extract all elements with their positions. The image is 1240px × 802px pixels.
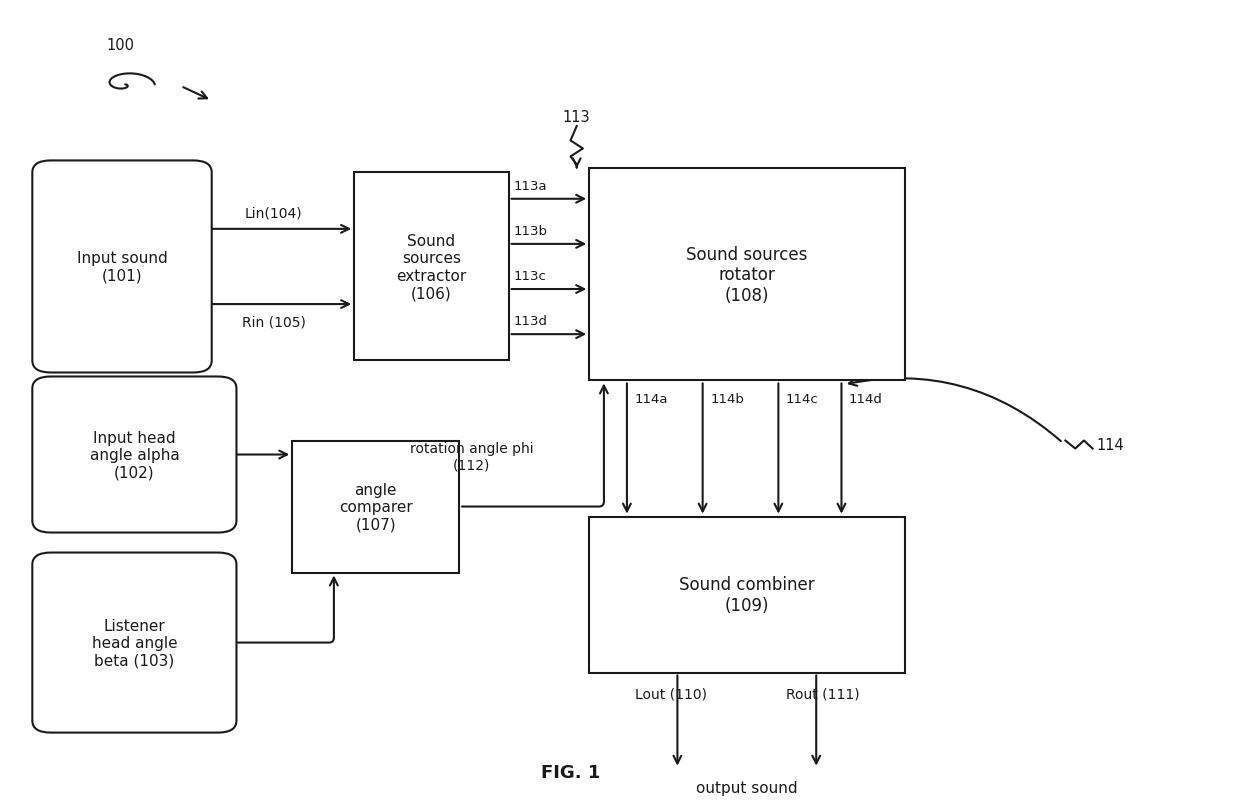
Text: Lout (110): Lout (110) xyxy=(635,687,707,701)
FancyBboxPatch shape xyxy=(353,173,508,361)
Text: 113a: 113a xyxy=(513,180,547,192)
Text: Listener
head angle
beta (103): Listener head angle beta (103) xyxy=(92,618,177,667)
Text: Lin(104): Lin(104) xyxy=(244,206,303,220)
Text: 100: 100 xyxy=(107,38,135,54)
Text: Sound
sources
extractor
(106): Sound sources extractor (106) xyxy=(397,233,466,301)
Text: 113b: 113b xyxy=(513,225,548,237)
FancyBboxPatch shape xyxy=(589,169,904,381)
Text: rotation angle phi
(112): rotation angle phi (112) xyxy=(409,442,533,472)
Text: Input head
angle alpha
(102): Input head angle alpha (102) xyxy=(89,430,180,480)
FancyBboxPatch shape xyxy=(32,377,237,533)
Text: 114c: 114c xyxy=(786,393,818,406)
Text: 114b: 114b xyxy=(711,393,744,406)
FancyBboxPatch shape xyxy=(589,516,904,673)
FancyBboxPatch shape xyxy=(32,161,212,373)
Text: 113c: 113c xyxy=(513,269,547,282)
Text: Sound sources
rotator
(108): Sound sources rotator (108) xyxy=(686,245,807,305)
Text: Sound combiner
(109): Sound combiner (109) xyxy=(680,576,815,614)
Text: Input sound
(101): Input sound (101) xyxy=(77,251,167,283)
Text: output sound: output sound xyxy=(696,780,797,795)
Text: 114a: 114a xyxy=(635,393,668,406)
Text: 114: 114 xyxy=(1096,437,1125,452)
Text: Rin (105): Rin (105) xyxy=(242,315,305,329)
Text: Rout (111): Rout (111) xyxy=(786,687,859,701)
FancyBboxPatch shape xyxy=(32,553,237,733)
FancyBboxPatch shape xyxy=(293,441,459,573)
Text: 113: 113 xyxy=(563,111,590,125)
Text: FIG. 1: FIG. 1 xyxy=(541,763,600,780)
Text: 113d: 113d xyxy=(513,314,548,327)
Text: angle
comparer
(107): angle comparer (107) xyxy=(339,482,413,532)
Text: 114d: 114d xyxy=(849,393,883,406)
